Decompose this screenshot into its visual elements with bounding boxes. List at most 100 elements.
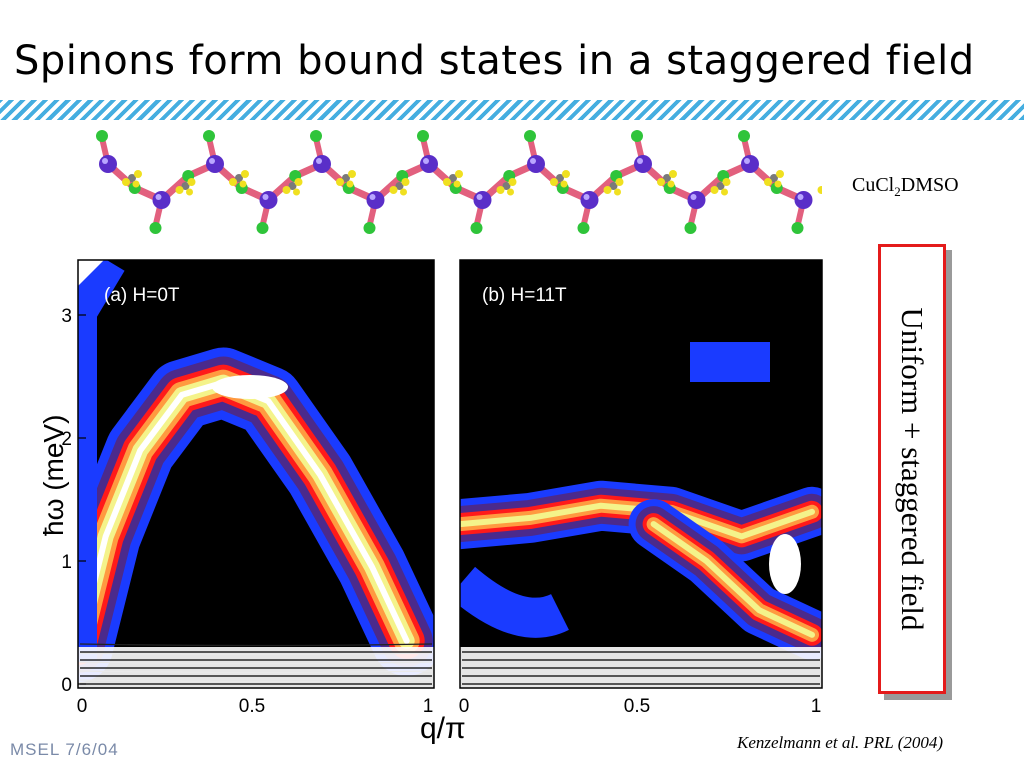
title-divider-stripe [0,100,1024,120]
dmso-atom [288,182,297,190]
dmso-atom [556,174,564,182]
copper-atom [366,191,385,209]
dmso-atom [122,178,130,186]
dmso-atom [710,186,719,194]
dmso-atom [400,188,407,196]
x-tick-label: 0 [77,696,88,717]
dmso-atom [134,170,142,178]
spin-chain [96,130,822,234]
intensity-band [460,566,569,638]
copper-atom [794,191,813,209]
atom-highlight [102,158,108,164]
dmso-atom [389,186,398,194]
copper-atom [313,155,331,173]
dmso-atom [443,178,451,186]
dmso-atom [181,182,190,190]
dmso-atom [235,174,243,182]
dmso-atom [496,186,505,194]
dmso-atom [455,170,463,178]
dmso-atom [614,188,621,196]
dmso-atom [336,178,344,186]
chlorine-atom [149,222,162,234]
field-type-label: Uniform + staggered field [895,307,930,631]
chlorine-atom [631,130,643,142]
chlorine-atom [203,130,215,142]
compound-suffix: DMSO [900,174,959,196]
dmso-atom [401,178,410,186]
x-tick-label: 0.5 [624,696,650,717]
dmso-atom [348,170,356,178]
dmso-atom [776,170,784,178]
intensity-band [78,260,125,662]
chlorine-atom [363,222,376,234]
dmso-atom [453,180,461,188]
dmso-atom [817,186,822,194]
copper-atom [420,155,438,173]
atom-highlight [476,194,483,200]
chlorine-atom [310,130,322,142]
x-tick-label: 0 [459,696,470,717]
dmso-atom [764,178,772,186]
atom-highlight [262,194,269,200]
x-tick-label: 1 [811,696,822,717]
dmso-atom [615,178,624,186]
copper-atom [152,191,171,209]
peak-contour [769,534,801,594]
dmso-atom [603,186,612,194]
map-corner [78,260,104,286]
panel-b-label: (b) H=11T [482,285,567,306]
field-type-box: Uniform + staggered field [878,244,946,694]
dmso-atom [669,170,677,178]
dmso-atom [550,178,558,186]
dmso-atom [294,178,303,186]
chlorine-atom [417,130,429,142]
panel-a-frame [77,259,435,689]
dmso-atom [722,178,731,186]
dmso-atom [507,188,514,196]
chlorine-atom [738,130,750,142]
copper-atom [741,155,759,173]
copper-atom [99,155,117,173]
panel-b-frame [459,259,823,689]
y-tick-label: 3 [61,306,72,327]
dmso-atom [346,180,354,188]
dmso-atom [449,174,457,182]
chlorine-atom [577,222,590,234]
dmso-atom [609,182,618,190]
atom-highlight [423,158,429,164]
dmso-atom [716,182,725,190]
chlorine-atom [791,222,804,234]
chlorine-atom [256,222,269,234]
y-tick-label: 1 [61,552,72,573]
panel-a [78,260,434,688]
panel-b [460,260,822,688]
dmso-atom [395,182,404,190]
copper-atom [527,155,545,173]
peak-contour [212,375,288,399]
atom-highlight [637,158,643,164]
spectra-figure: (a) H=0T (b) H=11T 0 1 2 3 0 0.5 1 0 0.5 1 [61,259,823,717]
atom-highlight [583,194,590,200]
compound-subscript: 2 [894,184,901,199]
intensity-band [650,521,815,638]
dmso-atom [239,180,247,188]
slide-title: Spinons form bound states in a staggered… [14,38,975,84]
copper-atom [580,191,599,209]
atom-highlight [530,158,536,164]
crystal-structure-image [78,128,822,246]
footer-date: MSEL 7/6/04 [10,740,119,759]
y-tick-label: 2 [61,429,72,450]
compound-label: CuCl2DMSO [852,174,959,200]
dmso-atom [175,186,184,194]
dmso-atom [770,174,778,182]
dmso-atom [132,180,140,188]
dmso-atom [562,170,570,178]
dmso-atom [229,178,237,186]
chlorine-atom [684,222,697,234]
chlorine-atom [470,222,483,234]
intensity-patch [690,342,770,382]
background-contour [79,643,433,647]
dmso-atom [508,178,517,186]
dmso-atom [241,170,249,178]
copper-atom [473,191,492,209]
